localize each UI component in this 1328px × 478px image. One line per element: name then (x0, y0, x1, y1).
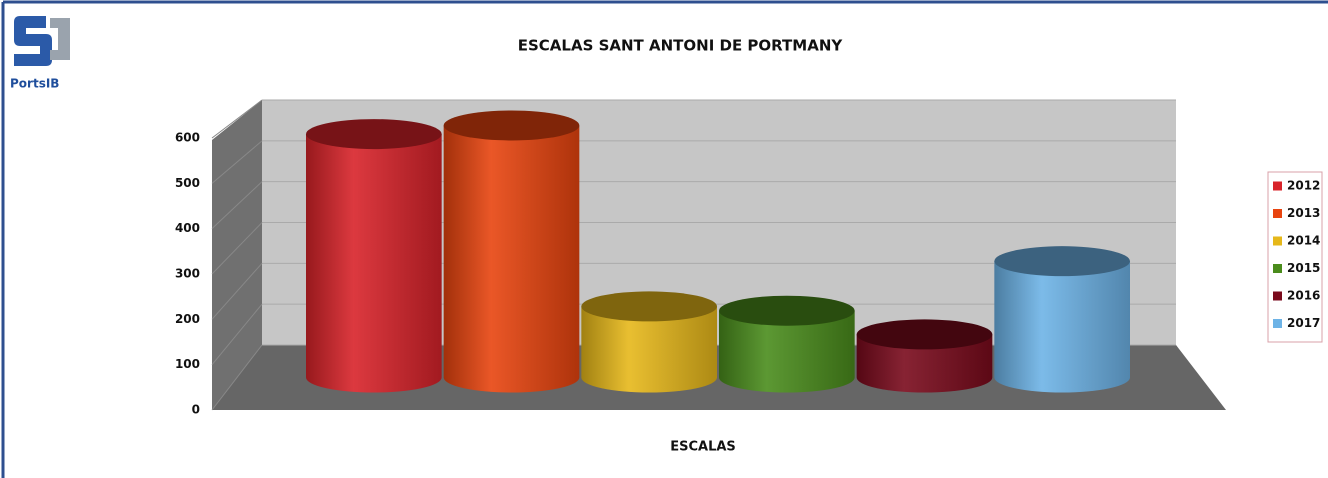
cylinder-body (856, 334, 993, 393)
chart-title: ESCALAS SANT ANTONI DE PORTMANY (518, 37, 844, 55)
y-tick-label: 300 (175, 267, 200, 281)
cylinder-body (994, 261, 1130, 393)
legend-label: 2014 (1287, 234, 1320, 248)
legend-swatch (1273, 209, 1282, 218)
logo: PortsIB (10, 16, 70, 91)
side-grid-line (211, 181, 263, 230)
legend-label: 2016 (1287, 289, 1320, 303)
cylinder (443, 110, 580, 393)
side-grid-line (211, 140, 263, 184)
logo-mark (14, 16, 52, 66)
legend-label: 2015 (1287, 261, 1320, 275)
y-tick-label: 0 (192, 403, 200, 417)
cylinder-body (719, 310, 855, 393)
cylinder-top (994, 246, 1130, 277)
side-grid-line (211, 303, 263, 365)
legend-label: 2017 (1287, 316, 1320, 330)
legend-swatch (1273, 181, 1282, 191)
legend-swatch (1273, 264, 1282, 273)
legend-swatch (1273, 236, 1282, 246)
cylinder (719, 295, 855, 393)
cylinder-body (443, 125, 580, 393)
cylinder (856, 319, 993, 393)
y-tick-label: 600 (175, 131, 200, 145)
side-grid-line (211, 99, 263, 139)
y-tick-label: 500 (175, 176, 200, 190)
cylinder (306, 119, 442, 393)
cylinder-body (581, 306, 717, 393)
side-grid-line (211, 344, 263, 411)
legend-swatch (1273, 291, 1282, 301)
y-tick-label: 200 (175, 312, 200, 326)
side-grid-line (211, 222, 263, 275)
cylinder-top (306, 119, 442, 150)
logo-mark-grey (50, 18, 70, 60)
cylinder-top (443, 110, 580, 141)
logo-text: PortsIB (10, 77, 59, 91)
cylinder-top (719, 295, 855, 326)
side-grid-line (211, 263, 263, 320)
cylinder-top (856, 319, 993, 350)
x-axis-label: ESCALAS (670, 440, 736, 455)
cylinder-top (581, 291, 718, 322)
cylinder (994, 246, 1130, 393)
legend-label: 2012 (1287, 179, 1320, 193)
cylinder (581, 291, 718, 393)
legend (1267, 171, 1323, 343)
cylinder-body (306, 134, 442, 393)
y-tick-label: 400 (175, 221, 200, 235)
legend-swatch (1273, 319, 1282, 328)
y-tick-label: 100 (175, 357, 200, 371)
side-wall (212, 100, 262, 410)
legend-label: 2013 (1287, 206, 1320, 220)
